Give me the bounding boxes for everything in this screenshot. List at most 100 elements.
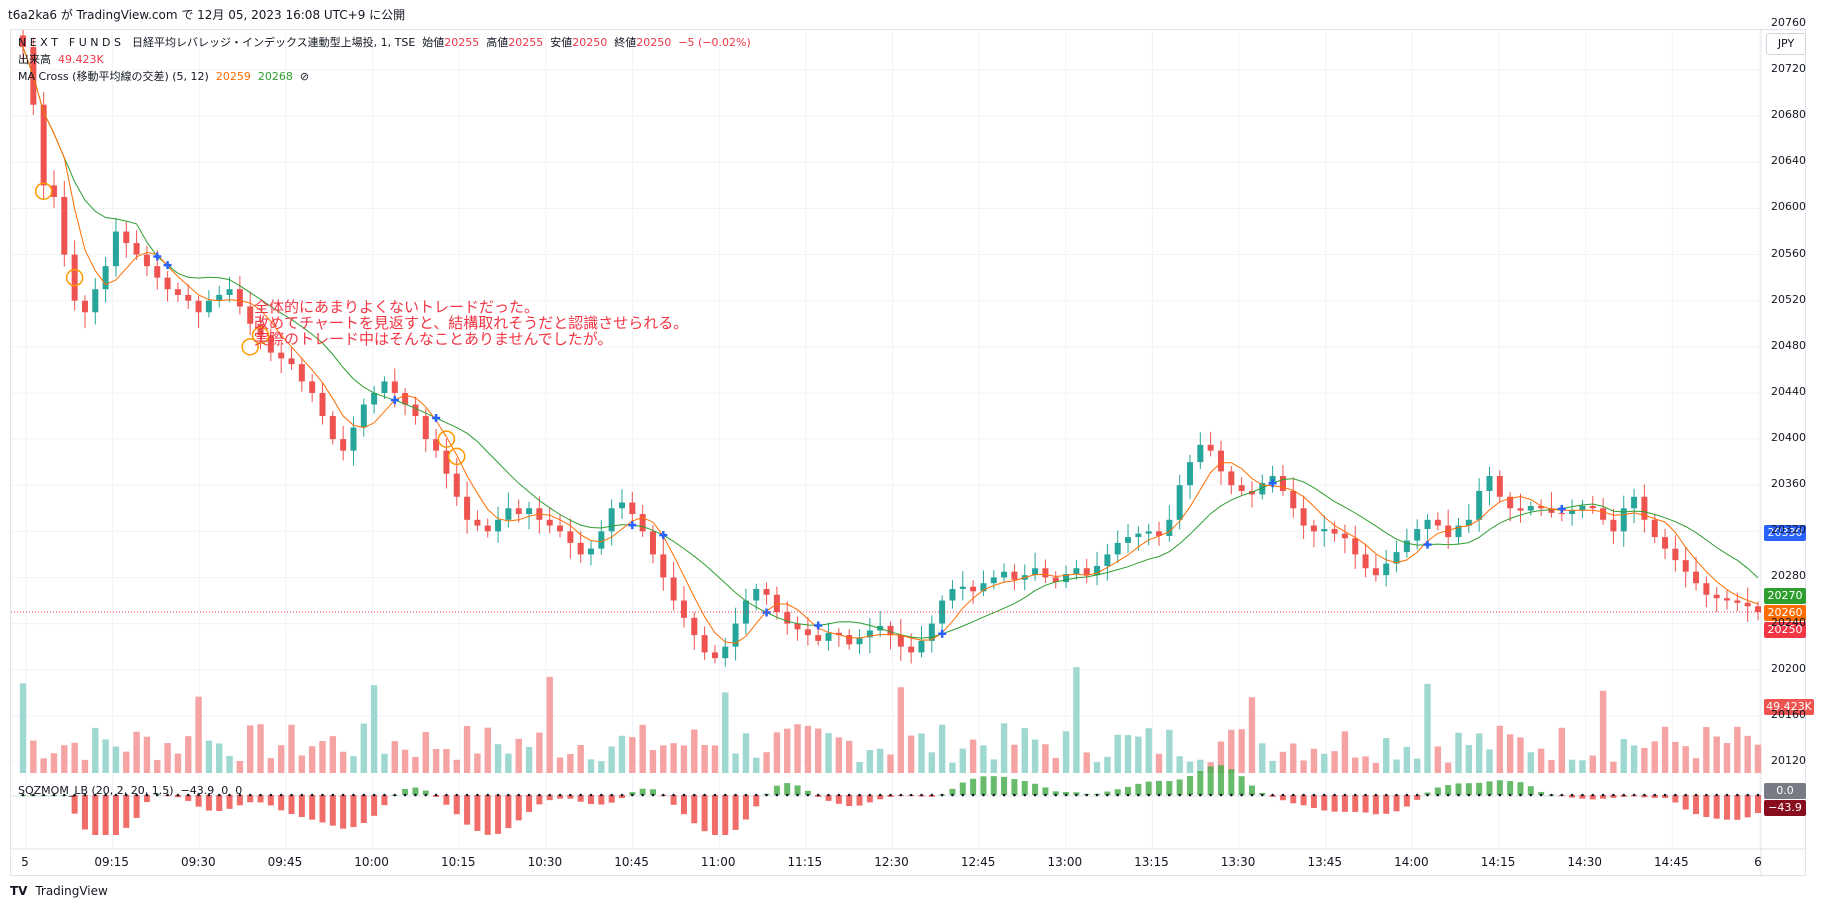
volume-bar <box>1734 726 1741 773</box>
squeeze-dot <box>393 793 397 797</box>
squeeze-bar <box>670 795 677 805</box>
candle-body <box>443 450 450 474</box>
chart-frame[interactable] <box>10 29 1807 877</box>
squeeze-dot <box>600 793 603 797</box>
candle-body <box>1724 598 1731 601</box>
squeeze-dot <box>631 793 634 797</box>
candle-body <box>722 646 729 659</box>
squeeze-bar <box>1465 783 1472 795</box>
candle-body <box>680 600 687 618</box>
candle-body <box>1744 602 1751 607</box>
volume-value: 49.423K <box>58 53 104 66</box>
time-tick-label: 09:30 <box>181 855 216 869</box>
squeeze-bar <box>970 778 977 795</box>
main-chart[interactable] <box>11 30 1807 877</box>
volume-bar <box>1021 728 1028 773</box>
squeeze-dot <box>754 793 758 797</box>
volume-bar <box>1228 729 1235 773</box>
volume-bar <box>856 762 863 773</box>
squeeze-bar <box>1744 795 1751 818</box>
squeeze-bar <box>1197 771 1204 795</box>
squeeze-value-tag: −43.9 <box>1764 800 1806 816</box>
close-value: 20250 <box>636 36 672 49</box>
candle-body <box>1486 475 1493 491</box>
price-tick-label: 20600 <box>1771 200 1806 214</box>
candle-body <box>598 531 605 549</box>
price-tick-label: 20320 <box>1771 523 1806 537</box>
squeeze-dot <box>486 793 490 797</box>
squeeze-dot <box>1147 793 1150 797</box>
squeeze-dot <box>558 793 562 797</box>
squeeze-bar <box>1166 781 1173 795</box>
squeeze-dot <box>197 793 200 797</box>
squeeze-dot <box>682 793 686 797</box>
candle-body <box>1372 568 1379 576</box>
squeeze-dot <box>476 793 479 797</box>
volume-bar <box>1031 739 1039 773</box>
squeeze-dot <box>135 793 138 797</box>
open-label: 始値 <box>422 36 445 49</box>
volume-bar <box>102 739 109 773</box>
volume-bar <box>401 749 409 773</box>
chart-annotation[interactable]: 全体的にあまりよくないトレードだった。 改めてチャートを見返すと、結構取れそうだ… <box>254 298 689 348</box>
volume-bar <box>1341 731 1349 773</box>
candle-body <box>1703 583 1710 595</box>
squeeze-dot <box>1539 793 1543 797</box>
symbol-name[interactable]: N E X T F U N D S 日経平均レバレッジ・インデックス連動型上場投… <box>18 36 416 49</box>
squeeze-dot <box>1725 793 1729 797</box>
candle-body <box>742 600 749 624</box>
trade-marker-circle <box>251 326 270 345</box>
visibility-icon[interactable]: ⊘ <box>299 70 310 83</box>
candle-body <box>526 508 533 515</box>
squeeze-bar <box>267 795 274 806</box>
squeeze-dot <box>1023 793 1027 797</box>
squeeze-bar <box>1125 786 1132 795</box>
squeeze-bar <box>794 785 801 795</box>
volume-bar <box>928 752 936 773</box>
time-tick-label: 5 <box>21 855 29 869</box>
candle-body <box>1641 496 1648 520</box>
volume-bar <box>1011 744 1018 773</box>
price-tick-label: 20680 <box>1771 108 1806 122</box>
squeeze-dot <box>414 793 417 797</box>
squeeze-dot <box>372 793 376 797</box>
squeeze-bar <box>773 785 780 795</box>
squeeze-dot <box>1643 793 1646 797</box>
squeeze-bar <box>856 795 863 806</box>
time-tick-label: 10:45 <box>614 855 649 869</box>
legend-volume-row[interactable]: 出来高 49.423K <box>18 51 751 68</box>
volume-bar <box>1444 762 1452 773</box>
volume-bar <box>1093 762 1101 773</box>
legend-ma-row[interactable]: MA Cross (移動平均線の交差) (5, 12) 20259 20268 … <box>18 68 751 85</box>
squeeze-dot <box>1291 793 1295 797</box>
squeeze-bar <box>505 795 512 829</box>
candle-body <box>257 323 264 336</box>
candle-body <box>825 632 832 641</box>
squeeze-dot <box>290 793 293 797</box>
squeeze-dot <box>1632 793 1636 797</box>
candle-body <box>1032 568 1039 576</box>
squeeze-dot <box>424 793 428 797</box>
squeeze-legend[interactable]: SQZMOM_LB (20, 2, 20, 1.5) −43.9 0 0 <box>18 784 242 797</box>
volume-bar <box>154 759 161 773</box>
currency-button[interactable]: JPY <box>1766 33 1806 55</box>
squeeze-dot <box>1322 793 1326 797</box>
time-tick-label: 13:00 <box>1047 855 1083 869</box>
squeeze-value-a: −43.9 <box>180 784 215 797</box>
volume-bar <box>1641 747 1648 773</box>
volume-bar <box>784 728 791 773</box>
volume-bar <box>1393 759 1400 773</box>
squeeze-bar <box>1310 795 1317 808</box>
volume-bar <box>1486 749 1493 773</box>
legend-symbol-row[interactable]: N E X T F U N D S 日経平均レバレッジ・インデックス連動型上場投… <box>18 34 751 51</box>
squeeze-label: SQZMOM_LB (20, 2, 20, 1.5) <box>18 784 174 797</box>
squeeze-bar <box>360 795 367 823</box>
candle-body <box>1662 537 1669 549</box>
squeeze-bar <box>618 795 625 799</box>
volume-bar <box>1259 743 1266 773</box>
footer[interactable]: TV TradingView <box>10 884 108 898</box>
volume-bar <box>1496 725 1504 773</box>
candle-body <box>1651 519 1658 538</box>
squeeze-dot <box>207 793 211 797</box>
ma-slow-price-tag: 20270 <box>1764 588 1806 604</box>
